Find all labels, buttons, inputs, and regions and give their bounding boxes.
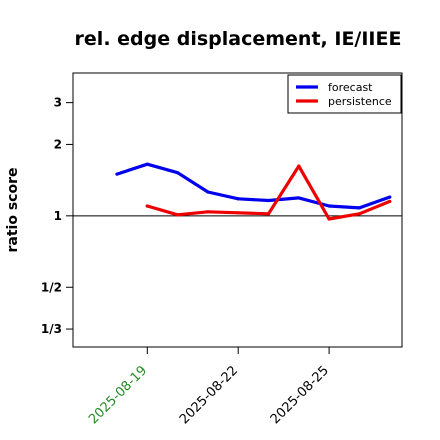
legend-label: forecast xyxy=(328,81,373,94)
data-point-persistence xyxy=(357,212,361,216)
data-point-forecast xyxy=(327,204,331,208)
y-tick-label: 1 xyxy=(54,209,62,223)
data-point-persistence xyxy=(176,213,180,217)
y-tick-label: 1/2 xyxy=(41,280,62,294)
data-point-persistence xyxy=(145,204,149,208)
data-point-forecast xyxy=(236,197,240,201)
data-point-forecast xyxy=(357,206,361,210)
x-tick-label: 2025-08-25 xyxy=(268,363,332,427)
data-point-persistence xyxy=(388,199,392,204)
legend-label: persistence xyxy=(328,95,392,108)
y-tick-label: 2 xyxy=(54,137,62,151)
x-tick-label: 2025-08-22 xyxy=(177,363,241,427)
y-tick-label: 3 xyxy=(54,96,62,110)
legend-box xyxy=(287,74,402,114)
data-point-forecast xyxy=(266,198,271,203)
x-tick-label: 2025-08-19 xyxy=(86,363,150,427)
data-point-persistence xyxy=(206,210,210,214)
data-point-persistence xyxy=(297,164,301,168)
data-point-forecast xyxy=(145,162,149,166)
data-point-forecast xyxy=(115,172,119,176)
series-line-persistence xyxy=(145,164,392,221)
plot-area: 1/3 1/2 1 2 3 2025-08-19 2025-08-22 2025-08-25 xyxy=(41,72,403,427)
data-point-persistence xyxy=(266,212,271,216)
data-point-forecast xyxy=(297,196,301,200)
data-point-forecast xyxy=(206,190,210,194)
data-point-persistence xyxy=(327,217,331,221)
data-point-forecast xyxy=(388,195,392,199)
data-point-persistence xyxy=(236,211,240,215)
series-line-forecast xyxy=(115,162,392,210)
y-tick-label: 1/3 xyxy=(41,322,62,336)
y-axis-label: ratio score xyxy=(5,168,21,253)
chart-title: rel. edge displacement, IE/IIEE xyxy=(75,28,402,50)
data-point-forecast xyxy=(176,171,180,175)
plot-frame xyxy=(72,72,403,348)
